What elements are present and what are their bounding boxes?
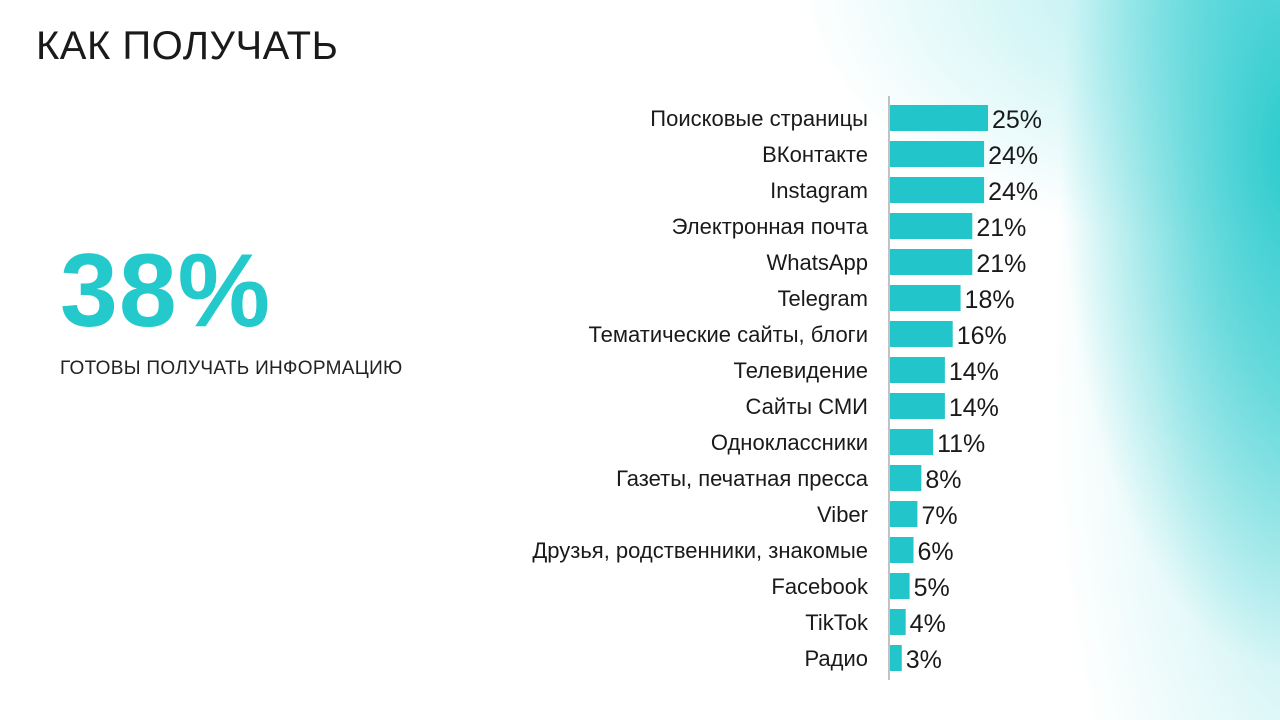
category-label: Поисковые страницы xyxy=(650,106,868,131)
value-label: 14% xyxy=(949,358,999,386)
page-title: КАК ПОЛУЧАТЬ xyxy=(36,24,339,68)
value-label: 24% xyxy=(988,178,1038,206)
category-label: TikTok xyxy=(805,610,869,635)
category-label: Газеты, печатная пресса xyxy=(616,466,869,491)
bar xyxy=(890,645,902,671)
highlight-caption: ГОТОВЫ ПОЛУЧАТЬ ИНФОРМАЦИЮ xyxy=(60,358,403,379)
bar xyxy=(890,321,953,347)
value-label: 6% xyxy=(918,538,954,566)
category-label: Электронная почта xyxy=(672,214,869,239)
category-label: Тематические сайты, блоги xyxy=(588,322,868,347)
bar xyxy=(890,285,961,311)
value-label: 21% xyxy=(976,214,1026,242)
category-label: ВКонтакте xyxy=(762,142,868,167)
value-label: 25% xyxy=(992,106,1042,134)
category-label: Сайты СМИ xyxy=(746,394,868,419)
value-label: 24% xyxy=(988,142,1038,170)
value-label: 18% xyxy=(965,286,1015,314)
bar xyxy=(890,501,918,527)
bar xyxy=(890,573,910,599)
bar xyxy=(890,465,922,491)
category-label: Telegram xyxy=(778,286,868,311)
bar xyxy=(890,357,945,383)
bar xyxy=(890,177,985,203)
category-label: Facebook xyxy=(771,574,869,599)
value-label: 11% xyxy=(937,430,985,458)
category-label: Телевидение xyxy=(733,358,868,383)
category-label: Viber xyxy=(817,502,868,527)
category-label: WhatsApp xyxy=(767,250,869,275)
value-label: 14% xyxy=(949,394,999,422)
value-label: 21% xyxy=(976,250,1026,278)
bar xyxy=(890,141,985,167)
value-label: 7% xyxy=(921,502,957,530)
value-label: 3% xyxy=(906,646,942,674)
highlight-percentage: 38% xyxy=(60,233,272,349)
bar xyxy=(890,609,906,635)
bar xyxy=(890,393,945,419)
category-label: Одноклассники xyxy=(711,430,868,455)
value-label: 4% xyxy=(910,610,946,638)
bar xyxy=(890,213,973,239)
value-label: 8% xyxy=(925,466,961,494)
bar xyxy=(890,429,934,455)
bar xyxy=(890,537,914,563)
bar xyxy=(890,105,988,131)
category-label: Instagram xyxy=(770,178,868,203)
value-label: 5% xyxy=(914,574,950,602)
category-label: Радио xyxy=(804,646,868,671)
value-label: 16% xyxy=(957,322,1007,350)
bar xyxy=(890,249,973,275)
category-label: Друзья, родственники, знакомые xyxy=(532,538,868,563)
